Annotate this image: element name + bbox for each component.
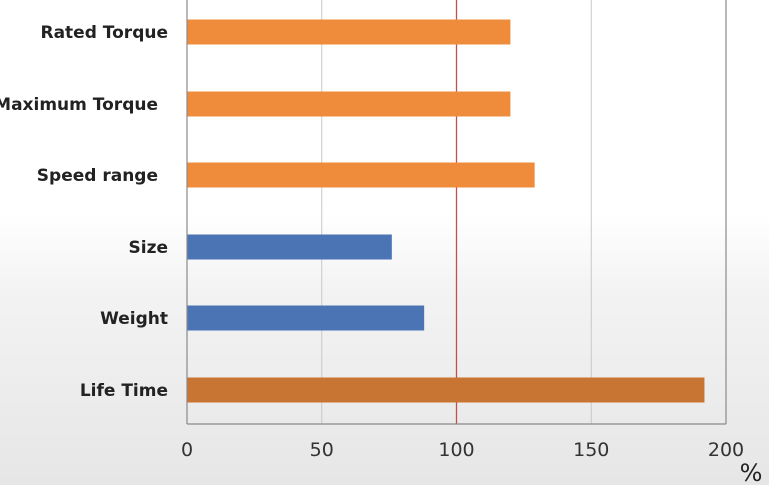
category-label-size: Size [129,238,169,258]
category-label-life-time: Life Time [80,381,168,401]
x-unit-label: % [740,459,763,485]
bar-life-time [187,377,705,403]
axes [186,0,727,425]
category-label-weight: Weight [100,309,168,329]
category-label-speed-range: Speed range [37,166,158,186]
x-tick-label-100: 100 [438,439,474,461]
bar-weight [187,305,425,331]
x-tick-label-200: 200 [708,439,744,461]
x-tick-labels: 0 50 100 150 200 [181,439,744,461]
bar-maximum-torque [187,91,511,117]
x-tick-label-150: 150 [573,439,609,461]
bar-speed-range [187,162,535,188]
x-tick-label-0: 0 [181,439,193,461]
bars [187,19,705,403]
bar-size [187,234,392,260]
x-tick-label-50: 50 [310,439,334,461]
bar-rated-torque [187,19,511,45]
category-label-rated-torque: Rated Torque [40,23,168,43]
category-labels: Rated Torque Maximum Torque Speed range Siz… [0,23,168,401]
gridlines [321,0,727,424]
category-label-maximum-torque: Maximum Torque [0,95,158,115]
